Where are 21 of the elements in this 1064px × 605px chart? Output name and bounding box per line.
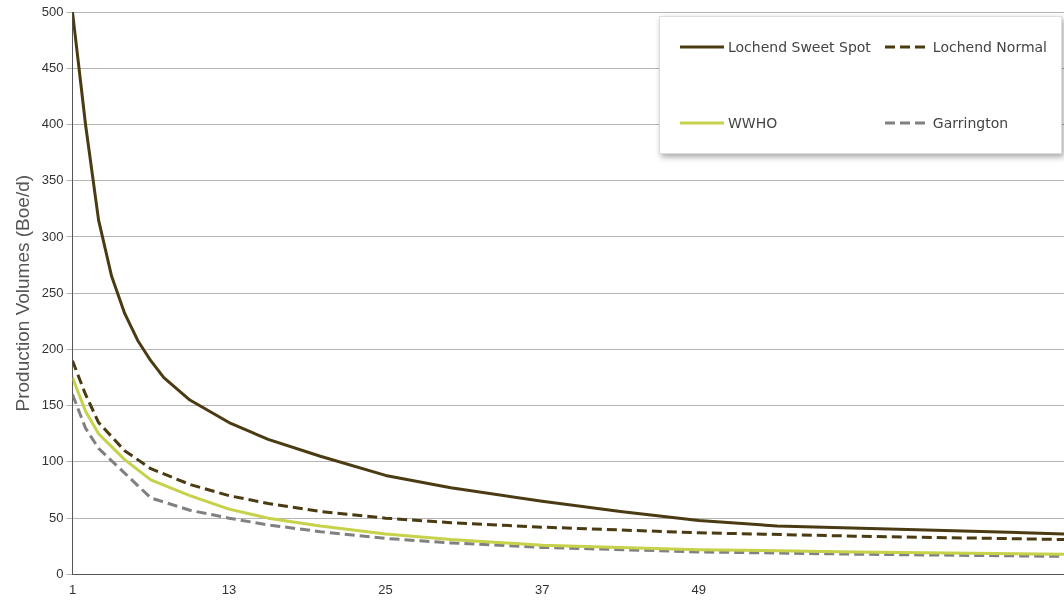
y-tick-label: 50 xyxy=(49,509,64,525)
legend-label: Garrington xyxy=(932,115,1009,131)
legend-label: Lochend Normal xyxy=(932,39,1047,55)
y-tick-label: 0 xyxy=(56,565,64,581)
y-axis-title: Production Volumes (Boe/d) xyxy=(11,174,33,412)
legend-label: Lochend Sweet Spot xyxy=(727,39,871,55)
y-tick-label: 500 xyxy=(41,3,64,19)
y-tick-label: 200 xyxy=(41,341,64,357)
x-tick-label: 37 xyxy=(534,581,550,597)
y-tick-label: 400 xyxy=(41,116,64,132)
y-tick-label: 150 xyxy=(41,397,64,413)
x-tick-label: 1 xyxy=(68,581,77,597)
y-tick-label: 250 xyxy=(41,284,64,300)
x-tick-label: 25 xyxy=(378,581,393,597)
y-tick-label: 300 xyxy=(41,228,64,244)
x-tick-label: 13 xyxy=(221,581,237,597)
y-tick-label: 350 xyxy=(41,172,64,188)
y-tick-label: 100 xyxy=(41,453,64,469)
y-tick-label: 450 xyxy=(41,59,64,75)
x-tick-label: 49 xyxy=(691,581,706,597)
legend-label: WWHO xyxy=(727,115,778,131)
